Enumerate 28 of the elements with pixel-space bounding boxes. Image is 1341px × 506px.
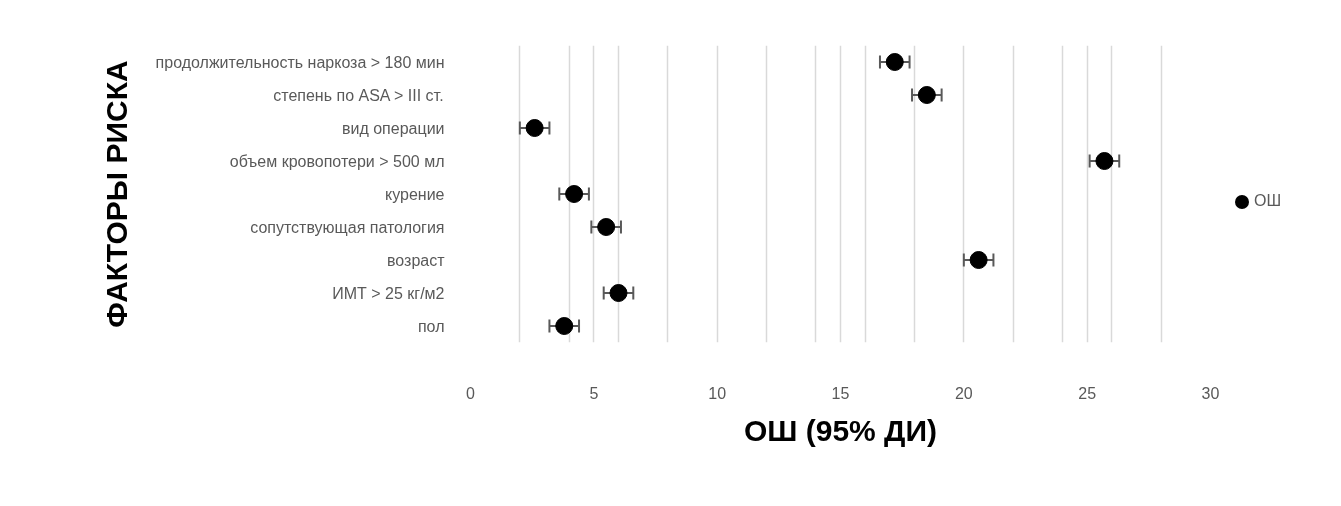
x-tick-label: 25 <box>1078 384 1097 402</box>
y-tick-label: вид операции <box>341 119 445 137</box>
x-tick-label: 20 <box>954 384 973 402</box>
legend-label: ОШ <box>1254 192 1282 209</box>
point <box>969 251 988 269</box>
point <box>597 218 616 236</box>
x-tick-label: 30 <box>1201 384 1220 402</box>
x-tick-label: 10 <box>708 384 727 402</box>
x-axis-title: ОШ (95% ДИ) <box>743 413 938 447</box>
y-tick-label: объем кровопотери > 500 мл <box>229 152 445 170</box>
x-tick-label: 15 <box>831 384 850 402</box>
point <box>1095 152 1114 170</box>
point <box>609 284 628 302</box>
x-tick-label: 0 <box>466 384 476 402</box>
y-tick-label: ИМТ > 25 кг/м2 <box>332 284 445 302</box>
y-tick-label: возраст <box>387 251 446 269</box>
point <box>525 119 544 137</box>
point <box>555 317 574 335</box>
point <box>565 185 584 203</box>
point <box>917 86 936 104</box>
point <box>885 53 904 71</box>
y-tick-label: степень по ASA > III ст. <box>273 86 444 104</box>
x-tick-label: 5 <box>589 384 599 402</box>
y-tick-label: пол <box>417 317 445 335</box>
y-axis-title: ФАКТОРЫ РИСКА <box>99 60 133 328</box>
y-tick-label: курение <box>385 185 445 203</box>
y-tick-label: продолжительность наркоза > 180 мин <box>155 53 445 71</box>
y-tick-label: сопутствующая патология <box>250 218 445 236</box>
